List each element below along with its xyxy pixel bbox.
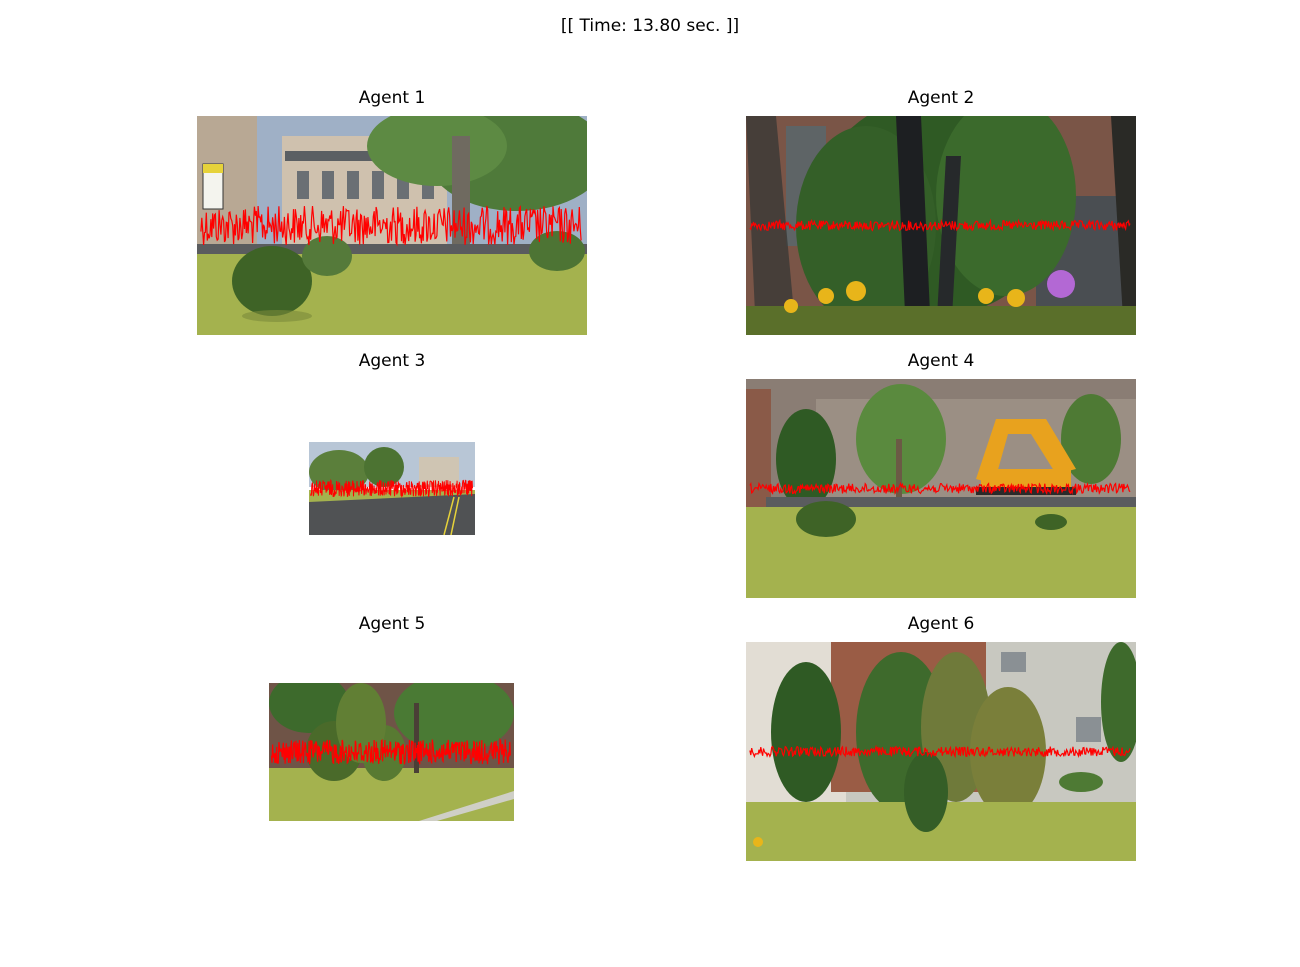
scene-cypress-wall — [746, 642, 1136, 861]
signal-trace-agent-2 — [749, 218, 1131, 233]
camera-view-agent-1 — [197, 116, 587, 335]
camera-view-agent-4 — [746, 379, 1136, 598]
camera-view-agent-2 — [746, 116, 1136, 335]
signal-trace-agent-5 — [270, 737, 511, 765]
signal-trace-agent-1 — [200, 205, 582, 247]
panel-title-agent-3: Agent 3 — [358, 351, 426, 371]
scene-excavator-buildings — [746, 379, 1136, 598]
camera-view-agent-6 — [746, 642, 1136, 861]
panel-title-agent-4: Agent 4 — [907, 351, 975, 371]
camera-view-agent-5 — [269, 683, 514, 821]
panel-title-agent-1: Agent 1 — [358, 88, 426, 108]
signal-trace-agent-6 — [749, 744, 1131, 759]
figure-title: [[ Time: 13.80 sec. ]] — [560, 16, 740, 36]
scene-bushes-path — [269, 683, 514, 821]
scene-trees-flowers — [746, 116, 1136, 335]
scene-road — [309, 442, 475, 535]
signal-trace-agent-3 — [310, 479, 473, 498]
scene-city-street-trees — [197, 116, 587, 335]
panel-title-agent-5: Agent 5 — [358, 614, 426, 634]
camera-view-agent-3 — [309, 442, 475, 535]
panel-title-agent-2: Agent 2 — [907, 88, 975, 108]
panel-title-agent-6: Agent 6 — [907, 614, 975, 634]
signal-trace-agent-4 — [749, 481, 1131, 496]
